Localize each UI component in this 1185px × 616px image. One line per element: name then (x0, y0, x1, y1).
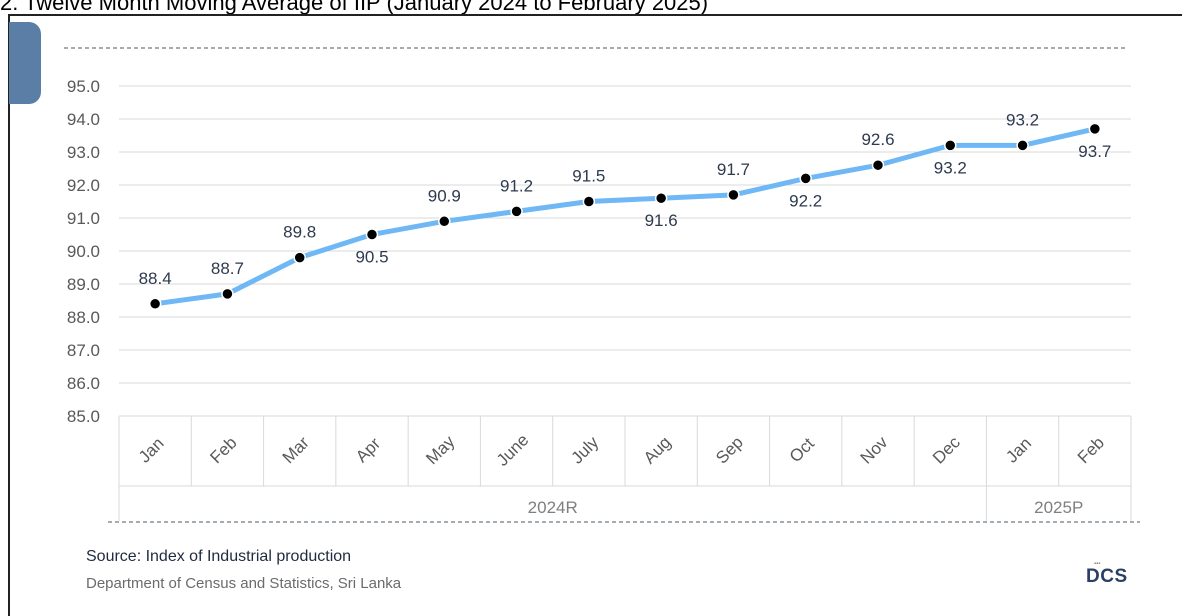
y-tick-label: 89.0 (67, 275, 100, 294)
data-label: 88.7 (211, 259, 244, 278)
group-label: 2025P (1034, 498, 1083, 517)
x-tick-label: Feb (206, 433, 240, 467)
y-tick-label: 94.0 (67, 110, 100, 129)
data-point (582, 195, 596, 208)
dcs-logo: DCS (1086, 566, 1128, 587)
data-point (871, 158, 885, 172)
data-point (1016, 139, 1029, 152)
data-point (293, 251, 306, 264)
y-tick-label: 88.0 (67, 308, 100, 327)
x-tick-label: Mar (279, 433, 313, 467)
x-tick-label: July (568, 432, 603, 467)
department-note: Department of Census and Statistics, Sri… (86, 575, 402, 592)
x-tick-label: Oct (786, 434, 818, 466)
y-tick-label: 93.0 (67, 143, 100, 162)
y-tick-label: 90.0 (67, 242, 100, 261)
y-tick-label: 91.0 (67, 209, 100, 228)
chart-frame (8, 14, 1182, 616)
data-label: 93.7 (1078, 142, 1111, 161)
data-point (148, 297, 162, 311)
data-label: 91.6 (645, 211, 678, 230)
data-point (727, 188, 740, 202)
x-tick-label: Sep (712, 433, 747, 468)
data-label: 91.5 (572, 167, 605, 186)
data-label: 92.6 (861, 130, 894, 149)
x-tick-label: Apr (352, 434, 384, 466)
x-tick-label: Aug (640, 433, 675, 468)
y-tick-label: 85.0 (67, 407, 100, 426)
data-point (221, 287, 234, 301)
data-point (365, 228, 379, 241)
section-tab-marker (9, 22, 41, 104)
data-point (510, 205, 523, 218)
chart-title: 2. Twelve Month Moving Average of IIP (J… (0, 0, 709, 15)
data-point (1088, 122, 1102, 136)
data-point (438, 215, 451, 228)
x-tick-label: Nov (857, 432, 892, 467)
x-tick-label: Feb (1074, 433, 1108, 467)
x-tick-label: May (422, 432, 458, 468)
data-label: 91.7 (717, 160, 750, 179)
data-label: 88.4 (139, 269, 172, 288)
data-point (654, 191, 668, 205)
logo-icon: ▪▪▪ (1094, 561, 1101, 567)
data-point (944, 139, 957, 152)
x-tick-label: Jan (1002, 434, 1035, 467)
data-label: 92.2 (789, 191, 822, 210)
x-tick-label: June (493, 430, 533, 470)
data-label: 90.5 (355, 248, 388, 267)
y-tick-label: 86.0 (67, 374, 100, 393)
source-note: Source: Index of Industrial production (86, 548, 352, 565)
data-label: 91.2 (500, 176, 533, 195)
y-tick-label: 92.0 (67, 176, 100, 195)
data-label: 90.9 (428, 186, 461, 205)
y-tick-label: 87.0 (67, 341, 100, 360)
y-tick-label: 95.0 (67, 77, 100, 96)
series-line (152, 126, 1098, 307)
x-tick-label: Dec (929, 432, 964, 467)
data-label: 89.8 (283, 223, 316, 242)
line-chart: 95.0 94.0 93.0 92.0 91.0 90.0 89.0 88.0 87.0 86.0… (64, 47, 1140, 523)
data-label: 93.2 (1006, 110, 1039, 129)
x-tick-label: Jan (135, 434, 168, 467)
group-label: 2024R (528, 498, 578, 517)
data-label: 93.2 (934, 158, 967, 177)
data-point (799, 172, 812, 185)
